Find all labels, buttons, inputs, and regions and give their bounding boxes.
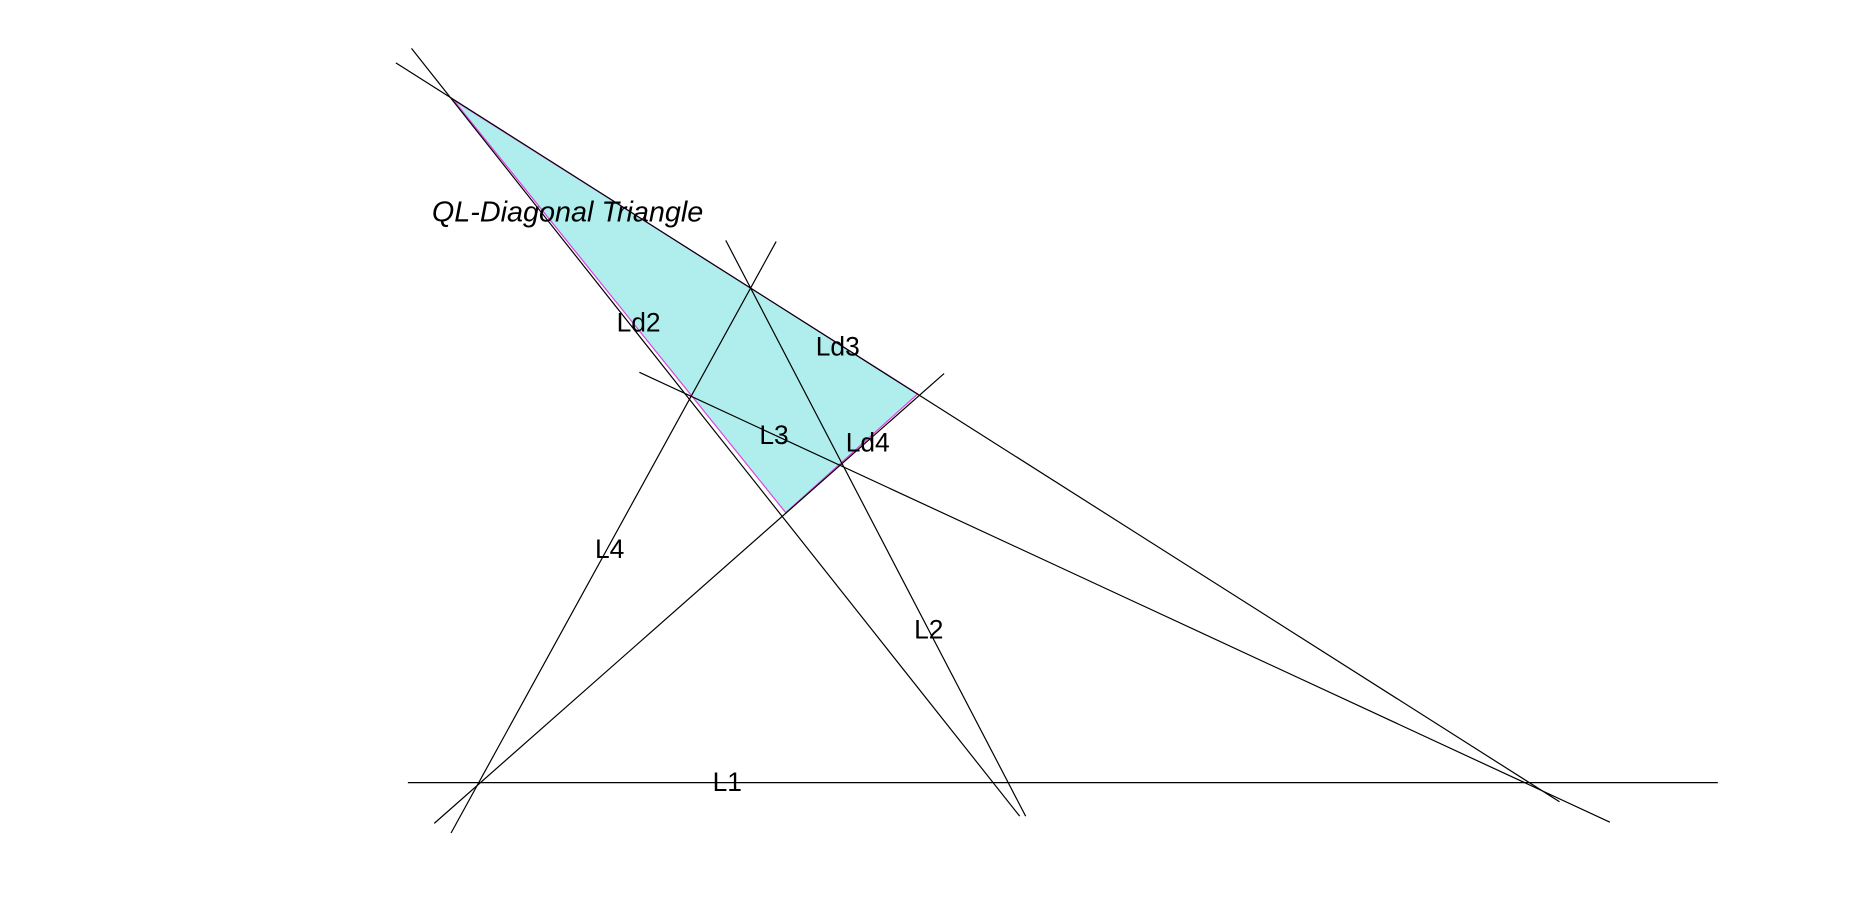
line-ld2 [410, 48, 1021, 817]
line-l4 [450, 241, 777, 834]
line-label: Ld4 [846, 427, 890, 457]
line-label: L3 [759, 420, 788, 450]
line-label: L1 [713, 767, 742, 797]
line-l3 [639, 371, 1611, 823]
line-l2 [725, 240, 1027, 817]
line-label: Ld3 [816, 331, 860, 361]
line-ld4 [433, 373, 945, 824]
line-label: L4 [595, 534, 624, 564]
line-label: L2 [914, 614, 943, 644]
line-label: Ld2 [617, 307, 661, 337]
line-ld3 [395, 62, 1560, 803]
title: QL-Diagonal Triangle [432, 197, 703, 229]
